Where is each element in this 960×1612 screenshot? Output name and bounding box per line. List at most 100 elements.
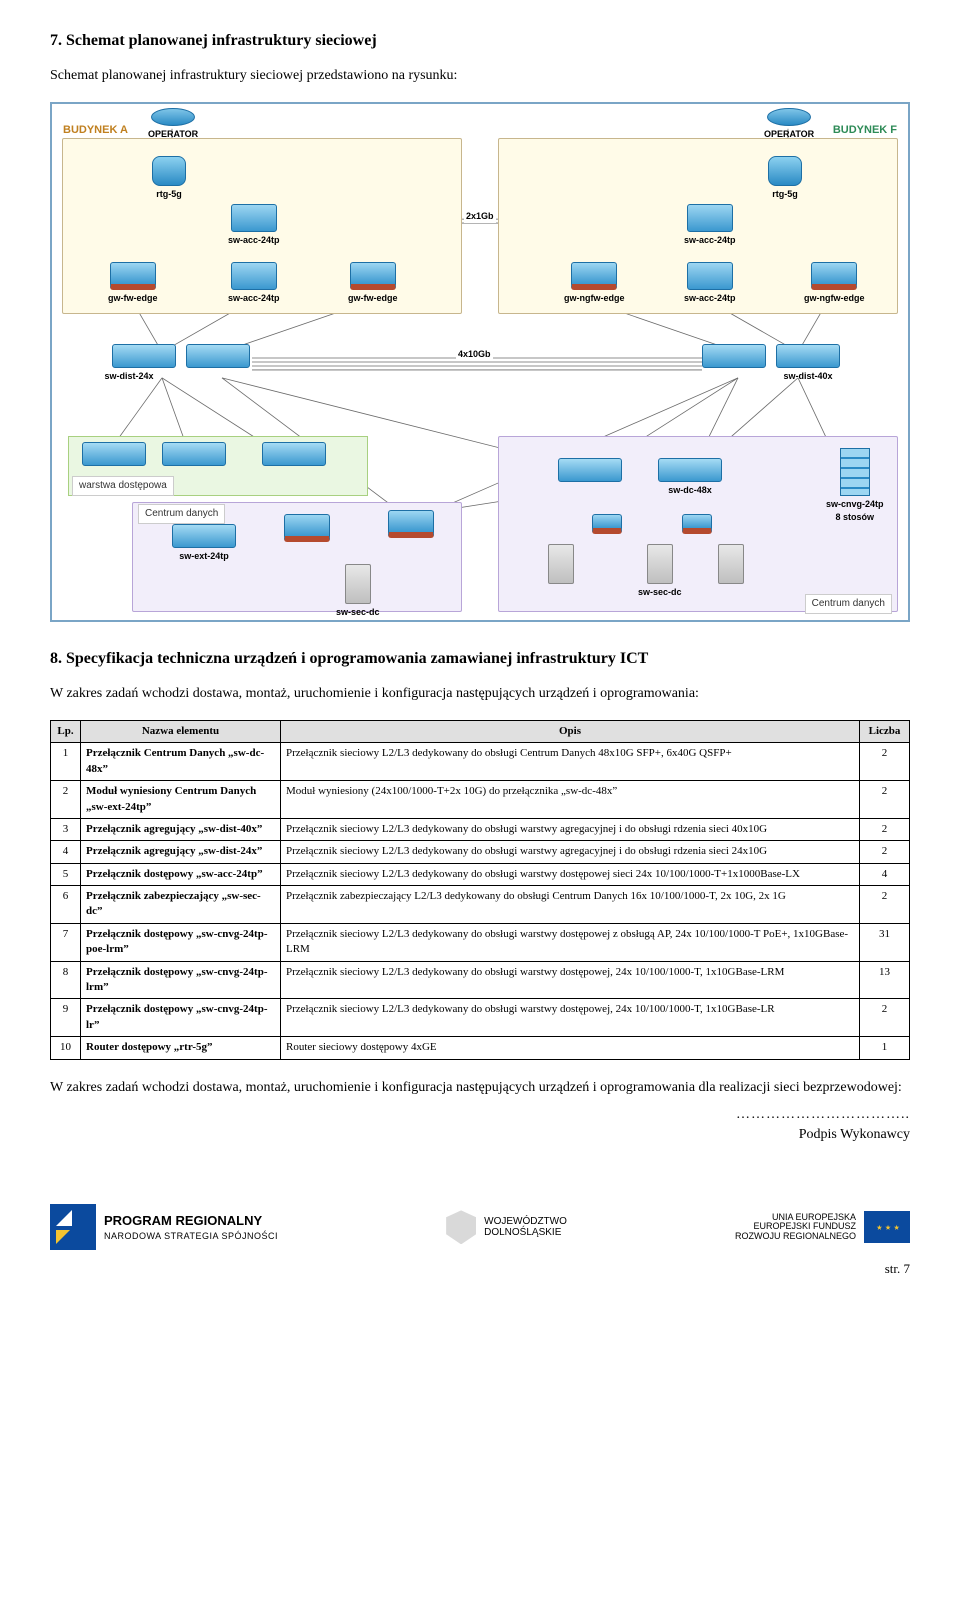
outro-text: W zakres zadań wchodzi dostawa, montaż, … — [50, 1078, 910, 1098]
table-row: 4Przełącznik agregujący „sw-dist-24x”Prz… — [51, 841, 910, 863]
table-row: 8Przełącznik dostępowy „sw-cnvg-24tp-lrm… — [51, 961, 910, 999]
gw-ngfw-edge-label: gw-ngfw-edge — [804, 292, 865, 305]
sw-dc-48x-label: sw-dc-48x — [658, 484, 722, 497]
cell-name: Przełącznik agregujący „sw-dist-24x” — [81, 841, 281, 863]
link-2x1gb-label: 2x1Gb — [464, 210, 496, 223]
pr-title: PROGRAM REGIONALNY — [104, 1212, 278, 1230]
cell-lp: 4 — [51, 841, 81, 863]
rtg5g-label: rtg-5g — [768, 188, 802, 201]
table-row: 2Moduł wyniesiony Centrum Danych „sw-ext… — [51, 781, 910, 819]
rtg5g-a-icon: rtg-5g — [152, 156, 186, 201]
cell-name: Przełącznik zabezpieczający „sw-sec-dc” — [81, 886, 281, 924]
table-row: 1Przełącznik Centrum Danych „sw-dc-48x”P… — [51, 743, 910, 781]
cell-desc: Router sieciowy dostępowy 4xGE — [281, 1037, 860, 1059]
table-row: 7Przełącznik dostępowy „sw-cnvg-24tp-poe… — [51, 923, 910, 961]
rtg5g-label: rtg-5g — [152, 188, 186, 201]
eu-line3: ROZWOJU REGIONALNEGO — [735, 1232, 856, 1242]
cell-name: Przełącznik dostępowy „sw-acc-24tp” — [81, 863, 281, 885]
building-f-label: BUDYNEK F — [833, 123, 897, 138]
access-sw-2-icon — [162, 442, 226, 468]
operator-f-icon: OPERATOR — [764, 108, 814, 141]
sw-sec-dc-label-f: sw-sec-dc — [638, 586, 682, 599]
col-name: Nazwa elementu — [81, 720, 281, 742]
signature-dots: …………………………….. — [50, 1105, 910, 1125]
table-row: 6Przełącznik zabezpieczający „sw-sec-dc”… — [51, 886, 910, 924]
sw-acc-label: sw-acc-24tp — [228, 292, 280, 305]
cell-count: 2 — [860, 743, 910, 781]
sw-dist-40x-label: sw-dist-40x — [776, 370, 840, 383]
cell-name: Przełącznik dostępowy „sw-cnvg-24tp-lr” — [81, 999, 281, 1037]
cell-count: 4 — [860, 863, 910, 885]
server-f2-icon: sw-sec-dc — [638, 544, 682, 599]
wojewodztwo-logo: WOJEWÓDZTWO DOLNOŚLĄSKIE — [446, 1210, 567, 1244]
cell-desc: Przełącznik sieciowy L2/L3 dedykowany do… — [281, 999, 860, 1037]
sw-acc-label: sw-acc-24tp — [684, 234, 736, 247]
cell-desc: Moduł wyniesiony (24x100/1000-T+2x 10G) … — [281, 781, 860, 819]
sw-acc-label: sw-acc-24tp — [228, 234, 280, 247]
col-lp: Lp. — [51, 720, 81, 742]
cell-lp: 1 — [51, 743, 81, 781]
cell-lp: 9 — [51, 999, 81, 1037]
cell-name: Przełącznik dostępowy „sw-cnvg-24tp-poe-… — [81, 923, 281, 961]
sw-dist-40x-1-icon — [702, 344, 766, 370]
cell-lp: 8 — [51, 961, 81, 999]
cell-count: 2 — [860, 886, 910, 924]
cell-count: 31 — [860, 923, 910, 961]
dc-label-f: Centrum danych — [805, 594, 892, 614]
cell-lp: 5 — [51, 863, 81, 885]
access-sw-3-icon — [262, 442, 326, 468]
building-a-label: BUDYNEK A — [63, 123, 128, 138]
section-8-title: 8. Specyfikacja techniczna urządzeń i op… — [50, 648, 910, 670]
gw-ngfw-edge-f2-icon: gw-ngfw-edge — [804, 262, 865, 305]
sw-acc-24tp-a-icon: sw-acc-24tp — [228, 204, 280, 247]
eu-stars: ⋆ ⋆ ⋆ — [875, 1218, 899, 1238]
woj-text: WOJEWÓDZTWO DOLNOŚLĄSKIE — [484, 1216, 567, 1238]
footer-logos: PROGRAM REGIONALNY NARODOWA STRATEGIA SP… — [50, 1184, 910, 1250]
sw-acc-24tp-a2-icon: sw-acc-24tp — [228, 262, 280, 305]
pr-square-icon — [50, 1204, 96, 1250]
table-row: 9Przełącznik dostępowy „sw-cnvg-24tp-lr”… — [51, 999, 910, 1037]
eagle-icon — [446, 1210, 476, 1244]
sw-dist-24x-1-icon: sw-dist-24x — [112, 344, 176, 383]
sw-sec-dc-f1-icon — [592, 514, 622, 536]
page-number: str. 7 — [50, 1260, 910, 1278]
col-count: Liczba — [860, 720, 910, 742]
eu-logo: UNIA EUROPEJSKA EUROPEJSKI FUNDUSZ ROZWO… — [735, 1211, 910, 1243]
cell-count: 2 — [860, 818, 910, 840]
operator-a-icon: OPERATOR — [148, 108, 198, 141]
eu-flag-icon: ⋆ ⋆ ⋆ — [864, 1211, 910, 1243]
table-row: 3Przełącznik agregujący „sw-dist-40x”Prz… — [51, 818, 910, 840]
gw-fw-edge-a-icon: gw-fw-edge — [108, 262, 158, 305]
cell-desc: Przełącznik zabezpieczający L2/L3 dedyko… — [281, 886, 860, 924]
sw-acc-label: sw-acc-24tp — [684, 292, 736, 305]
col-desc: Opis — [281, 720, 860, 742]
cell-count: 2 — [860, 781, 910, 819]
sw-dist-24x-label: sw-dist-24x — [82, 370, 176, 383]
access-layer-label: warstwa dostępowa — [72, 476, 174, 496]
table-head-row: Lp. Nazwa elementu Opis Liczba — [51, 720, 910, 742]
cell-count: 2 — [860, 841, 910, 863]
table-row: 10Router dostępowy „rtr-5g”Router siecio… — [51, 1037, 910, 1059]
cnvg-label: sw-cnvg-24tp — [826, 498, 884, 511]
server-f3-icon — [718, 544, 744, 586]
sw-sec-dc-a-icon — [284, 514, 330, 544]
spec-table: Lp. Nazwa elementu Opis Liczba 1Przełącz… — [50, 720, 910, 1060]
program-regionalny-logo: PROGRAM REGIONALNY NARODOWA STRATEGIA SP… — [50, 1204, 278, 1250]
section-7-intro: Schemat planowanej infrastruktury siecio… — [50, 66, 910, 86]
cell-desc: Przełącznik sieciowy L2/L3 dedykowany do… — [281, 818, 860, 840]
signature-label: Podpis Wykonawcy — [50, 1125, 910, 1145]
sw-dist-24x-2-icon — [186, 344, 250, 370]
cell-lp: 2 — [51, 781, 81, 819]
sw-dc-48x-2-icon: sw-dc-48x — [658, 458, 722, 497]
cell-lp: 10 — [51, 1037, 81, 1059]
cnvg-stack-note: 8 stosów — [826, 511, 884, 524]
gw-fw-edge-label: gw-fw-edge — [108, 292, 158, 305]
gw-ngfw-edge-label: gw-ngfw-edge — [564, 292, 625, 305]
sw-ext-24tp-icon: sw-ext-24tp — [172, 524, 236, 563]
rtg5g-f-icon: rtg-5g — [768, 156, 802, 201]
sw-sec-dc-label: sw-sec-dc — [336, 606, 380, 619]
sw-cnvg-24tp-stack-icon: sw-cnvg-24tp 8 stosów — [826, 448, 884, 523]
sw-sec-dc-f2-icon — [682, 514, 712, 536]
access-sw-1-icon — [82, 442, 146, 468]
sw-acc-24tp-f-icon: sw-acc-24tp — [684, 204, 736, 247]
